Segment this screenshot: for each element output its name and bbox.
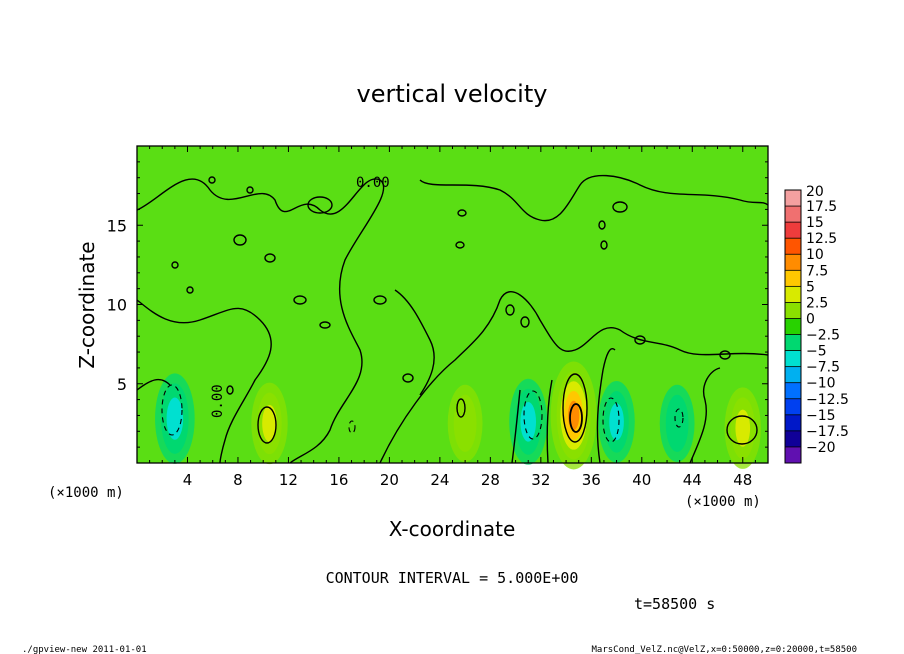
- colorbar-label: −2.5: [806, 328, 840, 344]
- y-tick-label: 5: [117, 375, 127, 394]
- colorbar-label: 0: [806, 311, 815, 327]
- x-tick-label: 16: [329, 471, 348, 489]
- colorbar-label: 17.5: [806, 199, 837, 215]
- contour-label: 0.00: [210, 384, 226, 418]
- colorbar-swatch: [785, 414, 801, 432]
- feature-core: [262, 404, 277, 442]
- colorbar-swatch: [785, 206, 801, 223]
- y-axis-label: Z-coordinate: [75, 241, 99, 368]
- colorbar-swatch: [785, 318, 801, 336]
- x-tick-label: 28: [481, 471, 500, 489]
- feature-core: [665, 394, 689, 452]
- feature-core: [520, 401, 537, 442]
- x-axis: 4 8 12 16 20 24 28 32 36 40 44 48: [149, 146, 756, 489]
- colorbar-label: −17.5: [806, 424, 849, 440]
- contour-label: 0.00: [356, 175, 390, 191]
- colorbar-swatch: [785, 238, 801, 255]
- feature-core: [735, 409, 751, 447]
- contour-interval: CONTOUR INTERVAL = 5.000E+00: [326, 569, 579, 587]
- x-tick-label: 32: [531, 471, 550, 489]
- feature-core: [609, 403, 624, 441]
- chart-title: vertical velocity: [357, 80, 548, 108]
- x-tick-label: 8: [233, 471, 243, 489]
- colorbar-label: 15: [806, 215, 824, 231]
- colorbar-label: 10: [806, 247, 824, 263]
- plot-area: 0.00 0.00: [136, 145, 769, 470]
- x-tick-label: 12: [279, 471, 298, 489]
- colorbar-swatch: [785, 270, 801, 287]
- x-tick-label: 44: [683, 471, 702, 489]
- colorbar-swatch: [785, 382, 801, 400]
- x-axis-label: X-coordinate: [389, 517, 516, 541]
- colorbar-label: −20: [806, 440, 836, 456]
- colorbar: 2017.51512.5107.552.50−2.5−5−7.5−10−12.5…: [784, 184, 849, 464]
- colorbar-label: 12.5: [806, 231, 837, 247]
- x-unit-left: (×1000 m): [48, 485, 124, 501]
- colorbar-label: 7.5: [806, 263, 828, 279]
- colorbar-label: 20: [806, 184, 824, 200]
- colorbar-swatch: [785, 302, 801, 319]
- x-tick-label: 24: [430, 471, 449, 489]
- x-tick-label: 20: [380, 471, 399, 489]
- time-label: t=58500 s: [634, 595, 715, 613]
- shaded-features: [155, 361, 761, 470]
- colorbar-swatch: [785, 446, 801, 464]
- contour-lines: [136, 174, 769, 464]
- colorbar-label: 5: [806, 279, 815, 295]
- colorbar-label: −5: [806, 344, 827, 360]
- feature-core: [453, 394, 477, 452]
- y-tick-label: 10: [107, 296, 127, 315]
- y-tick-label: 15: [107, 216, 127, 235]
- colorbar-frame: [784, 189, 802, 464]
- colorbar-swatch: [785, 190, 801, 207]
- x-tick-label: 36: [582, 471, 601, 489]
- colorbar-swatch: [785, 350, 801, 368]
- colorbar-swatch: [785, 366, 801, 384]
- colorbar-swatch: [785, 398, 801, 416]
- colorbar-swatch: [785, 222, 801, 239]
- feature-core: [166, 397, 184, 440]
- x-tick-label: 40: [632, 471, 651, 489]
- colorbar-label: −12.5: [806, 392, 849, 408]
- x-tick-label: 4: [183, 471, 193, 489]
- colorbar-swatch: [785, 286, 801, 303]
- negative-contours: [161, 384, 684, 443]
- x-tick-label: 48: [733, 471, 752, 489]
- footer-left: ./gpview-new 2011-01-01: [22, 645, 147, 654]
- x-unit-right: (×1000 m): [685, 494, 761, 510]
- footer-right: MarsCond_VelZ.nc@VelZ,x=0:50000,z=0:2000…: [591, 645, 857, 654]
- colorbar-label: −10: [806, 376, 836, 392]
- colorbar-swatch: [785, 334, 801, 352]
- colorbar-label: −7.5: [806, 360, 840, 376]
- colorbar-label: 2.5: [806, 295, 828, 311]
- colorbar-label: −15: [806, 408, 836, 424]
- colorbar-swatch: [785, 254, 801, 271]
- colorbar-swatch: [785, 430, 801, 448]
- y-axis: 5 10 15: [107, 161, 768, 448]
